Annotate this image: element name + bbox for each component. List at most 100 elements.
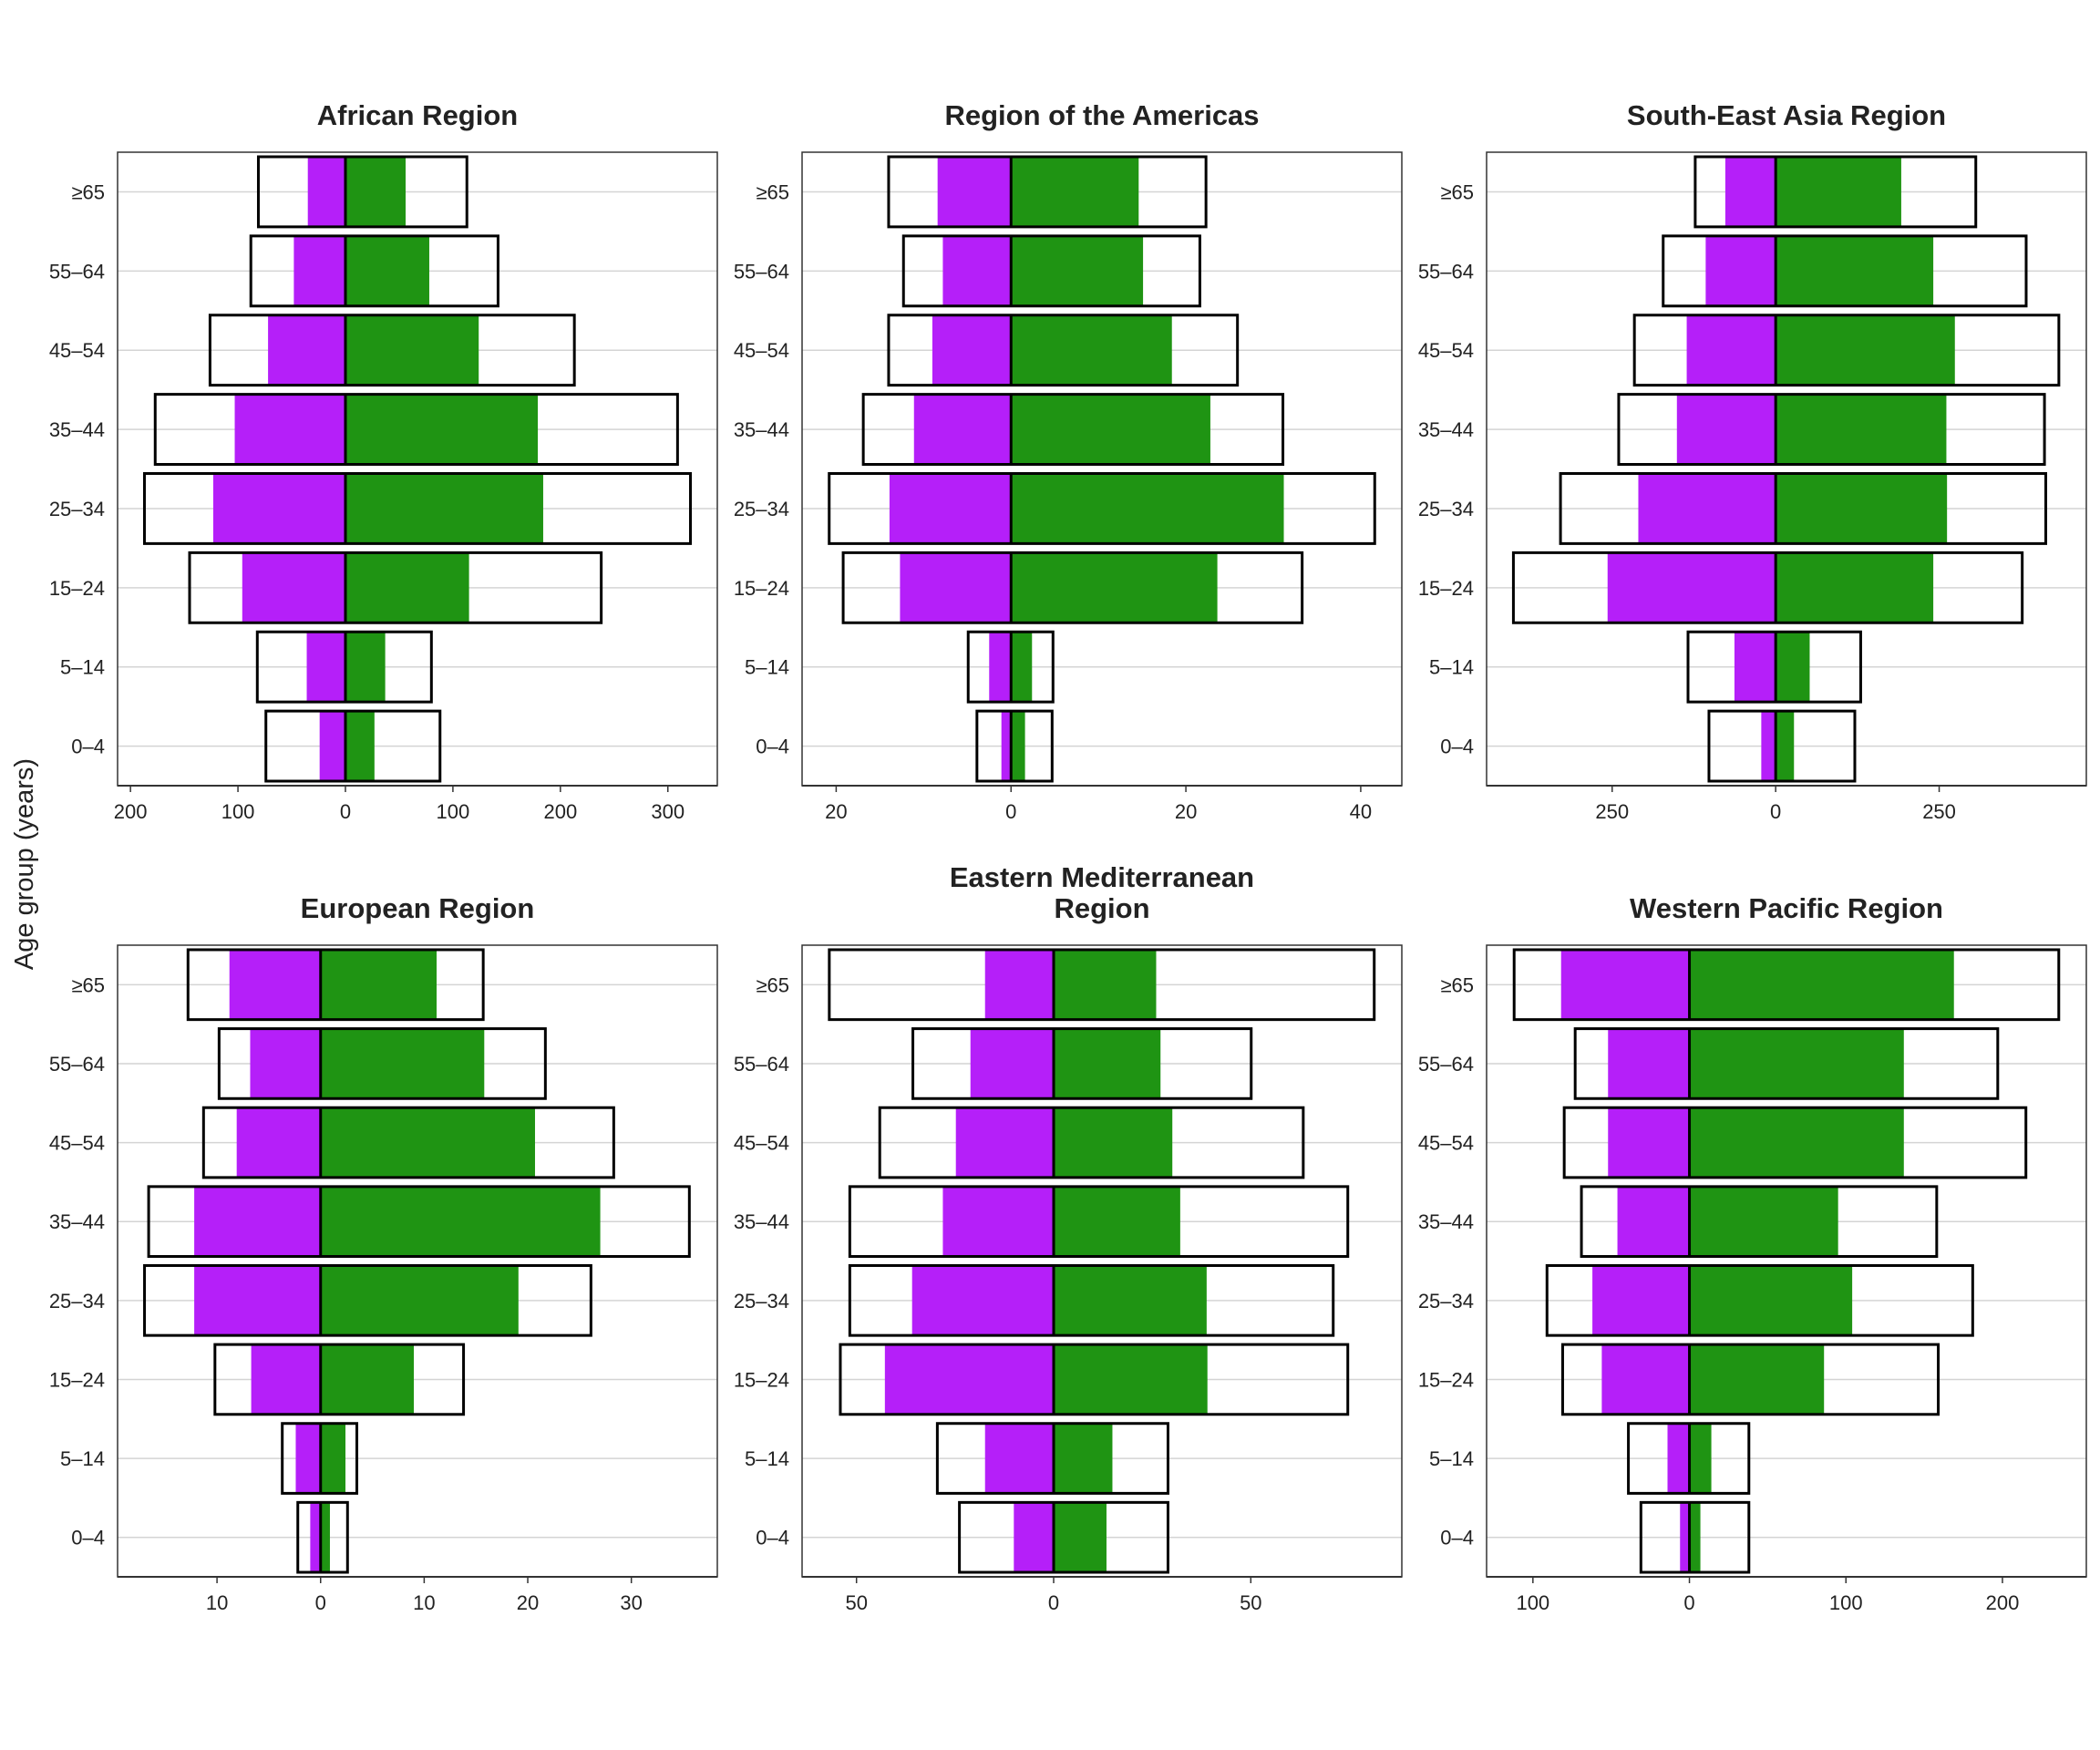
- right-bar: [1776, 314, 1955, 386]
- right-bar: [1011, 314, 1172, 386]
- outline-bar: [1560, 1343, 1940, 1416]
- right-bar: [1054, 1423, 1113, 1494]
- outline-bar: [828, 948, 1376, 1022]
- y-tick-label: 35–44: [49, 418, 105, 441]
- y-tick-label: 45–54: [734, 339, 789, 362]
- x-tick-label: 100: [1516, 1591, 1549, 1614]
- y-tick-label: 55–64: [49, 1053, 105, 1076]
- right-bar: [345, 314, 479, 386]
- right-bar: [1054, 1186, 1180, 1257]
- outline-bar: [1662, 234, 2028, 308]
- outline-bar: [1627, 1422, 1751, 1495]
- left-bar: [911, 1265, 1055, 1336]
- left-bar: [306, 632, 345, 703]
- y-tick-label: 5–14: [1429, 1447, 1474, 1470]
- y-axis-label: Age group (years): [10, 758, 39, 970]
- x-tick-label: 50: [1240, 1591, 1261, 1614]
- outline-bar: [213, 1343, 466, 1416]
- panel-6: Western Pacific Region ≥65 55–64 45–54 35–44…: [1418, 892, 2087, 1614]
- y-tick-label: 35–44: [49, 1210, 105, 1233]
- outline-bar: [255, 630, 433, 704]
- outline-bar: [188, 551, 603, 624]
- outline-bar: [1545, 1263, 1974, 1337]
- right-bar: [345, 711, 375, 782]
- right-bar: [345, 394, 539, 465]
- y-tick-label: 25–34: [49, 498, 105, 520]
- x-tick-label: 100: [221, 800, 255, 823]
- y-tick-label: 0–4: [756, 1527, 789, 1549]
- left-bar: [234, 394, 345, 465]
- outline-bar: [861, 393, 1285, 467]
- y-tick-label: 0–4: [71, 1527, 105, 1549]
- right-bar: [1689, 1186, 1838, 1257]
- right-bar: [1011, 156, 1139, 227]
- y-tick-label: 25–34: [1418, 1290, 1474, 1312]
- y-tick-label: 55–64: [734, 1053, 789, 1076]
- outline-bar: [1707, 709, 1857, 783]
- left-bar: [319, 711, 345, 782]
- left-bar: [1608, 1107, 1690, 1178]
- panel-1: African Region ≥65 55–64 45–54 35–44 25–34 15–…: [49, 99, 718, 823]
- outline-bar: [975, 709, 1054, 783]
- x-tick-label: 200: [114, 800, 148, 823]
- outline-bar: [1639, 1500, 1751, 1574]
- outline-bar: [264, 709, 442, 783]
- left-bar: [942, 235, 1012, 306]
- outline-bar: [848, 1263, 1335, 1337]
- outline-bar: [1693, 155, 1978, 229]
- right-bar: [345, 235, 429, 306]
- left-bar: [1638, 473, 1776, 544]
- right-bar: [1011, 632, 1033, 703]
- panel-title: European Region: [301, 892, 535, 924]
- left-bar: [1680, 1502, 1690, 1573]
- outline-bar: [201, 1106, 615, 1179]
- x-tick-label: 0: [1005, 800, 1016, 823]
- left-bar: [236, 1107, 321, 1178]
- right-bar: [1776, 711, 1795, 782]
- left-bar: [1001, 711, 1012, 782]
- outline-bar: [839, 1343, 1350, 1416]
- x-tick-label: 0: [1770, 800, 1781, 823]
- right-bar: [320, 1423, 346, 1494]
- y-tick-label: 25–34: [1418, 498, 1474, 520]
- x-tick-label: 0: [1683, 1591, 1694, 1614]
- left-bar: [889, 473, 1012, 544]
- y-tick-label: 5–14: [745, 656, 789, 679]
- right-bar: [1689, 949, 1954, 1020]
- y-tick-label: 15–24: [1418, 577, 1474, 600]
- left-bar: [1734, 632, 1776, 703]
- left-bar: [1607, 552, 1776, 623]
- right-bar: [1776, 394, 1947, 465]
- outline-bar: [848, 1185, 1350, 1259]
- outline-bar: [1580, 1185, 1939, 1259]
- right-bar: [1689, 1502, 1701, 1573]
- outline-bar: [1511, 551, 2024, 624]
- right-bar: [320, 1502, 330, 1573]
- x-tick-label: 10: [413, 1591, 435, 1614]
- right-bar: [1054, 949, 1157, 1020]
- x-tick-label: 300: [651, 800, 685, 823]
- x-tick-label: 0: [315, 1591, 326, 1614]
- left-bar: [310, 1502, 321, 1573]
- y-tick-label: 5–14: [1429, 656, 1474, 679]
- outline-bar: [1686, 630, 1862, 704]
- x-tick-label: 200: [1986, 1591, 2020, 1614]
- right-bar: [1689, 1423, 1712, 1494]
- outline-bar: [1632, 314, 2061, 387]
- x-tick-label: 250: [1595, 800, 1629, 823]
- right-bar: [1689, 1107, 1904, 1178]
- right-bar: [320, 1344, 415, 1415]
- left-bar: [1014, 1502, 1055, 1573]
- outline-bar: [147, 1185, 691, 1259]
- right-bar: [345, 473, 543, 544]
- left-bar: [1761, 711, 1776, 782]
- x-tick-label: 20: [517, 1591, 539, 1614]
- x-tick-label: 40: [1350, 800, 1372, 823]
- left-bar: [942, 1186, 1055, 1257]
- y-tick-label: 35–44: [734, 1210, 789, 1233]
- y-tick-label: 0–4: [71, 736, 105, 758]
- outline-bar: [1562, 1106, 2028, 1179]
- right-bar: [1776, 235, 1934, 306]
- left-bar: [295, 1423, 321, 1494]
- left-bar: [293, 235, 345, 306]
